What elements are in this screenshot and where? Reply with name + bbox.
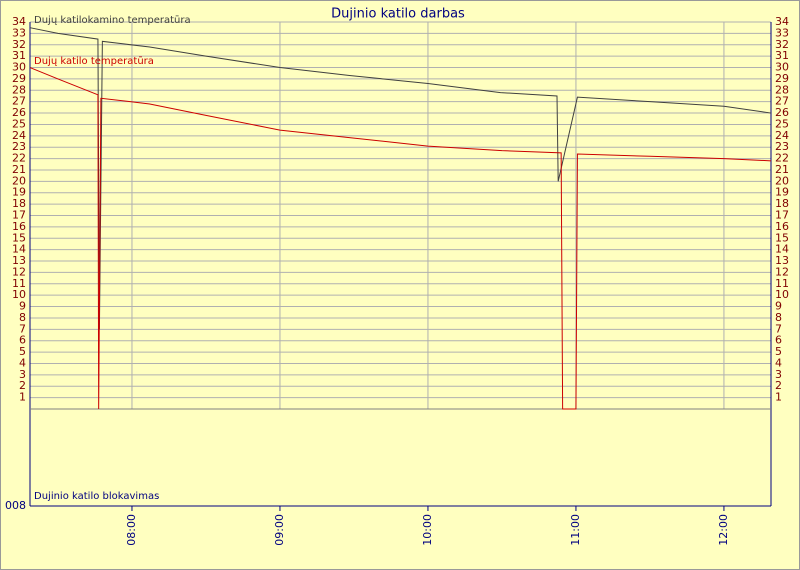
y-tick-label-right: 12 [775,265,789,278]
y-tick-label: 33 [12,26,26,39]
y-tick-label: 6 [19,334,26,347]
chart-title: Dujinio katilo darbas [331,7,465,22]
y-tick-label: 13 [12,254,26,267]
y-tick-label: 23 [12,140,26,153]
y-tick-label-right: 22 [775,152,789,165]
y-tick-label-right: 29 [775,72,789,85]
y-tick-label-right: 18 [775,197,789,210]
y-tick-label-right: 13 [775,254,789,267]
x-tick-label: 08:00 [125,514,138,546]
y-tick-label-right: 34 [775,15,789,28]
y-tick-label: 18 [12,197,26,210]
y-tick-label-right: 27 [775,95,789,108]
series-line [29,67,772,410]
y-tick-label: 20 [12,174,26,187]
y-tick-label-right: 3 [775,368,782,381]
y-tick-label: 28 [12,83,26,96]
x-tick-label: 11:00 [569,514,582,546]
y-tick-label-right: 19 [775,186,789,199]
y-tick-label-right: 2 [775,379,782,392]
y-tick-label-right: 15 [775,231,789,244]
y-tick-label: 8 [19,311,26,324]
x-tick-label: 09:00 [273,514,286,546]
y-tick-label: 25 [12,117,26,130]
y-tick-label: 34 [12,15,26,28]
y-tick-label-right: 32 [775,38,789,51]
y-tick-label: 32 [12,38,26,51]
y-tick-label: 19 [12,186,26,199]
y-tick-label: 3 [19,368,26,381]
y-tick-label-right: 4 [775,356,782,369]
y-tick-label-right: 33 [775,26,789,39]
y-tick-label: 1 [19,391,26,404]
y-tick-label: 30 [12,61,26,74]
y-tick-label: 29 [12,72,26,85]
legend-label: Dujų katilokamino temperatūra [34,15,191,26]
y-tick-label-right: 26 [775,106,789,119]
y-tick-label-right: 31 [775,49,789,62]
y-tick-label: 31 [12,49,26,62]
x-tick-label: 10:00 [421,514,434,546]
y-tick-label-right: 21 [775,163,789,176]
y-tick-label: 16 [12,220,26,233]
y-tick-label: 21 [12,163,26,176]
y-tick-label-right: 16 [775,220,789,233]
y-tick-label-right: 25 [775,117,789,130]
y-tick-label-right: 9 [775,300,782,313]
y-tick-label: 4 [19,356,26,369]
y-tick-label: 12 [12,265,26,278]
y-tick-label-right: 8 [775,311,782,324]
y-tick-label-right: 20 [775,174,789,187]
series-line [29,27,772,330]
y-tick-label-right: 28 [775,83,789,96]
blocking-axis-label: 008 [5,499,26,512]
y-tick-label-right: 11 [775,277,789,290]
y-tick-label: 15 [12,231,26,244]
y-tick-label: 7 [19,322,26,335]
y-tick-label-right: 24 [775,129,789,142]
y-tick-label-right: 7 [775,322,782,335]
legend-label: Dujų katilo temperatūra [34,56,154,67]
y-tick-label: 24 [12,129,26,142]
y-tick-label-right: 6 [775,334,782,347]
y-tick-label: 17 [12,209,26,222]
y-tick-label-right: 5 [775,345,782,358]
y-tick-label-right: 10 [775,288,789,301]
x-tick-label: 12:00 [717,514,730,546]
blocking-label: Dujinio katilo blokavimas [34,491,159,502]
y-tick-label: 10 [12,288,26,301]
y-tick-label-right: 14 [775,243,789,256]
y-tick-label: 27 [12,95,26,108]
y-tick-label-right: 1 [775,391,782,404]
y-tick-label: 5 [19,345,26,358]
y-tick-label-right: 17 [775,209,789,222]
y-tick-label: 14 [12,243,26,256]
y-tick-label: 22 [12,152,26,165]
y-tick-label-right: 23 [775,140,789,153]
y-tick-label: 26 [12,106,26,119]
y-tick-label: 9 [19,300,26,313]
y-tick-label-right: 30 [775,61,789,74]
y-tick-label: 2 [19,379,26,392]
y-tick-label: 11 [12,277,26,290]
